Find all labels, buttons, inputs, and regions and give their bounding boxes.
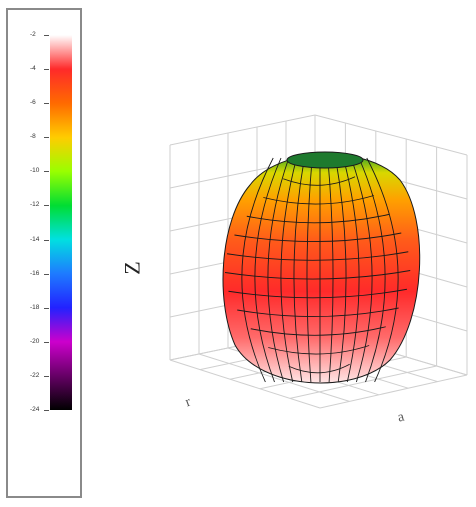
grid-line (319, 374, 468, 409)
mesh-longitude (293, 157, 305, 383)
colorbar-tick-mark (44, 205, 49, 207)
mesh-latitude (268, 345, 370, 355)
colorbar-tick-mark (44, 410, 49, 411)
surface-top-cap (286, 151, 364, 169)
mesh-latitude (228, 288, 408, 299)
colorbar-tick-mark (44, 307, 49, 309)
mesh-latitude (234, 232, 402, 242)
colorbar-tick-label: -18 (30, 303, 40, 311)
grid-line (289, 365, 437, 399)
colorbar-tick-label: -2 (30, 31, 36, 38)
colorbar-tick-mark (44, 137, 49, 139)
mesh-latitude (237, 307, 399, 317)
colorbar-tick-mark (44, 273, 49, 275)
colorbar-tick-label: -12 (30, 201, 40, 209)
colorbar-tick-mark (44, 171, 49, 173)
mesh-longitude (366, 157, 399, 383)
colorbar-tick-mark (44, 375, 49, 377)
mesh-longitude (335, 157, 347, 383)
grid-line (198, 353, 350, 402)
grid-line (314, 114, 468, 156)
mesh-longitude (280, 157, 298, 383)
colorbar-tick-mark (44, 103, 49, 105)
mesh-longitude (241, 157, 274, 383)
mesh-longitude (358, 157, 386, 383)
grid-line (169, 114, 316, 146)
mesh-longitude (350, 157, 373, 383)
colorbar-tick-label: -10 (30, 167, 40, 175)
colorbar-tick-mark (44, 35, 49, 36)
colorbar-tick-label: -6 (30, 99, 36, 107)
surface-plot (169, 114, 468, 409)
mesh-longitude (267, 157, 290, 383)
colorbar-tick-label: -16 (30, 269, 40, 277)
mesh-longitude (306, 157, 313, 383)
colorbar-tick-label: -8 (30, 133, 36, 141)
mesh-latitude (263, 195, 374, 205)
mesh-longitude (327, 157, 334, 383)
mesh-latitude (246, 213, 390, 224)
colorbar-tick-mark (44, 341, 49, 343)
colorbar-gradient (50, 35, 72, 410)
mesh-longitude (342, 157, 360, 383)
colorbar-tick-label: -22 (30, 371, 40, 379)
mesh-longitude (254, 157, 282, 383)
mesh-latitude (250, 326, 386, 336)
surface-mesh (222, 151, 421, 384)
grid-line (169, 359, 321, 409)
colorbar-tick-mark (44, 69, 49, 71)
colorbar-tick-label: -4 (30, 65, 36, 73)
colorbar-tick-label: -24 (30, 406, 40, 413)
mesh-latitude (224, 270, 411, 280)
colorbar-tick-label: -14 (30, 235, 40, 243)
colorbar-tick-mark (44, 239, 49, 241)
colorbar-tick-label: -20 (30, 337, 40, 345)
colorbar-panel: -2 -4 -6 -8 -10 -12 -14 -16 -18 -20 -22 -24 (6, 8, 82, 498)
mesh-latitude (227, 251, 409, 261)
